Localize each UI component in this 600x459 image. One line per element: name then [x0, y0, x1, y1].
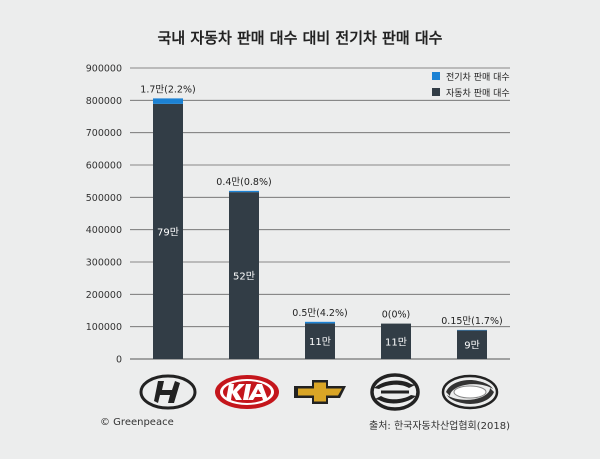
bar-inside-label: 79만 [157, 226, 179, 238]
source-text: 출처: 한국자동차산업협회(2018) [369, 421, 510, 432]
chart-title: 국내 자동차 판매 대수 대비 전기차 판매 대수 [157, 29, 443, 47]
chevrolet-logo [294, 380, 346, 404]
bar-inside-label: 9만 [464, 340, 480, 352]
bar-segment-ev [153, 98, 183, 104]
renault-samsung-logo [441, 374, 499, 410]
legend-swatch-cars [432, 88, 440, 96]
bars [153, 98, 487, 359]
bar-segment-ev [305, 321, 335, 324]
bar-segment-cars [229, 192, 259, 359]
y-axis: 0 100000 200000 300000 400000 500000 600000 700… [86, 64, 122, 366]
bar-labels: 1.7만(2.2%) 79만 0.4만(0.8%) 52만 0.5만(4.2%) 11만 0… [140, 84, 502, 351]
legend-swatch-ev [432, 72, 440, 80]
bar-inside-label: 52만 [233, 271, 255, 283]
legend: 전기차 판매 대수 자동차 판매 대수 [432, 71, 510, 99]
legend-label-cars: 자동차 판매 대수 [446, 87, 510, 99]
bar-segment-cars [457, 330, 487, 359]
hyundai-logo [139, 374, 197, 410]
y-tick-label: 500000 [86, 193, 122, 204]
y-tick-label: 200000 [86, 290, 122, 301]
bar-segment-cars [381, 323, 411, 359]
y-tick-label: 900000 [86, 64, 122, 75]
bar-top-label: 1.7만(2.2%) [140, 84, 195, 95]
y-tick-label: 800000 [86, 96, 122, 107]
bar-segment-ev [229, 190, 259, 193]
y-tick-label: 0 [116, 355, 122, 366]
y-tick-label: 700000 [86, 128, 122, 139]
legend-label-ev: 전기차 판매 대수 [446, 71, 510, 83]
y-tick-label: 600000 [86, 161, 122, 172]
y-tick-label: 300000 [86, 258, 122, 269]
credit-text: © Greenpeace [100, 417, 174, 428]
bar-segment-cars [305, 323, 335, 359]
bar-inside-label: 11만 [309, 336, 331, 348]
bar-top-label: 0(0%) [382, 310, 411, 321]
bar-top-label: 0.15만(1.7%) [441, 316, 502, 327]
kia-logo [215, 375, 279, 409]
y-tick-label: 100000 [86, 322, 122, 333]
bar-segment-cars [153, 103, 183, 359]
y-tick-label: 400000 [86, 225, 122, 236]
bar-inside-label: 11만 [385, 336, 407, 348]
bar-top-label: 0.4만(0.8%) [216, 177, 271, 188]
bar-top-label: 0.5만(4.2%) [292, 308, 347, 319]
ssangyong-logo [370, 373, 420, 411]
